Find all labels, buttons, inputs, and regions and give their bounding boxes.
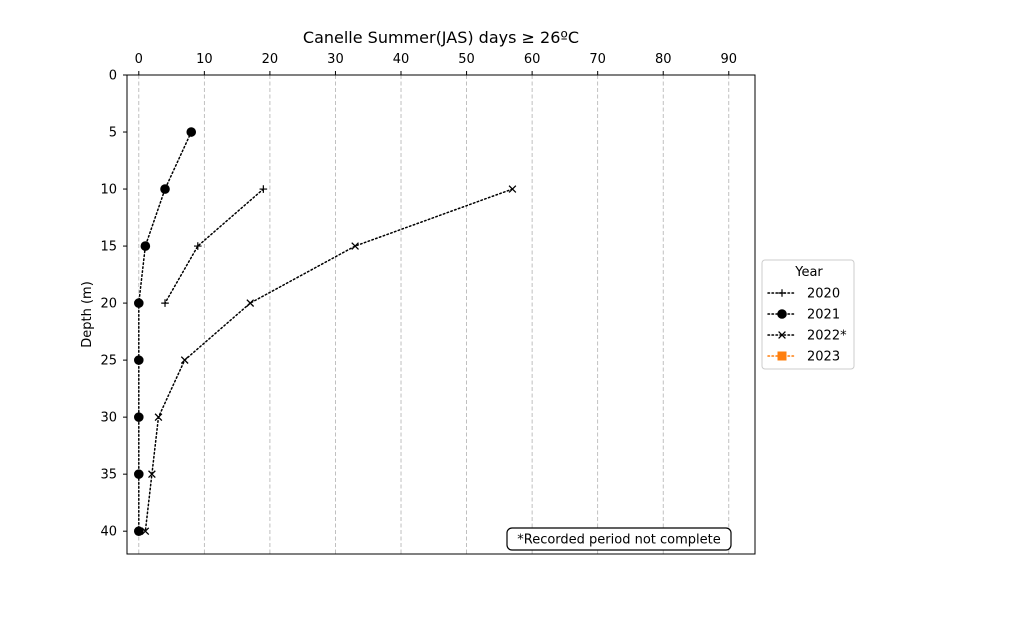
legend-label: 2020	[807, 287, 840, 302]
y-tick-label-20: 20	[100, 297, 117, 312]
y-tick-label-0: 0	[109, 69, 117, 84]
x-tick-label-30: 30	[327, 52, 344, 67]
data-point-2020-2	[161, 299, 169, 307]
chart-title: Canelle Summer(JAS) days ≥ 26ºC	[303, 28, 579, 47]
legend-marker	[778, 289, 786, 297]
data-point-2021-0	[186, 127, 197, 137]
legend-marker	[777, 309, 787, 319]
data-point-2022-6	[141, 527, 150, 536]
x-axis-ticks: 0 10 20 30 40 50 60 70 80 90	[135, 52, 737, 75]
data-point-2021-6	[133, 469, 144, 479]
data-point-2021-4	[133, 355, 144, 365]
data-point-2022-3	[180, 356, 189, 364]
data-point-2022-2	[246, 299, 255, 307]
y-axis-label: Depth (m)	[80, 281, 95, 348]
legend: Year 2020 2021 2022* 2023	[761, 259, 855, 370]
y-tick-label-15: 15	[100, 240, 117, 255]
series-line-2020	[164, 188, 265, 304]
legend-marker	[778, 331, 786, 339]
y-tick-label-30: 30	[100, 411, 117, 426]
x-tick-label-0: 0	[135, 52, 143, 67]
x-tick-label-50: 50	[458, 52, 475, 67]
data-point-2021-7	[133, 526, 144, 536]
series-line-2021	[138, 131, 192, 532]
y-tick-label-40: 40	[100, 525, 117, 540]
legend-entry-2020: 2020	[767, 287, 840, 302]
legend-frame	[761, 259, 855, 370]
legend-marker	[777, 351, 787, 361]
data-point-2022-4	[154, 413, 163, 422]
legend-label: 2021	[807, 308, 840, 323]
annotation-frame	[506, 527, 732, 551]
legend-entry-2021: 2021	[767, 308, 840, 323]
data-point-2020-0	[259, 185, 268, 193]
plot-area	[126, 74, 756, 555]
data-point-2020-1	[193, 242, 202, 250]
annotation-text: *Recorded period not complete	[517, 533, 721, 548]
y-tick-label-10: 10	[100, 183, 117, 198]
x-tick-label-70: 70	[589, 52, 606, 67]
series-2021	[133, 127, 197, 536]
data-point-2021-2	[140, 241, 151, 251]
y-axis-ticks: 0 5 10 15 20 25 30 35 40	[100, 69, 127, 540]
gridlines	[138, 75, 730, 554]
x-tick-label-40: 40	[393, 52, 410, 67]
legend-title: Year	[794, 265, 823, 280]
series-layer	[133, 127, 517, 536]
series-2020	[161, 185, 268, 307]
legend-entry-2023: 2023	[767, 350, 840, 365]
y-tick-label-5: 5	[109, 126, 117, 141]
x-tick-label-20: 20	[262, 52, 279, 67]
data-point-2022-5	[148, 470, 156, 479]
series-2022	[141, 185, 517, 536]
legend-entries: 2020 2021 2022* 2023	[767, 287, 847, 365]
legend-entry-2022: 2022*	[767, 329, 847, 344]
data-point-2021-5	[133, 412, 144, 422]
x-tick-label-80: 80	[655, 52, 672, 67]
data-point-2021-1	[160, 184, 170, 194]
data-point-2022-1	[351, 242, 359, 250]
legend-label: 2022*	[807, 329, 847, 344]
x-tick-label-90: 90	[721, 52, 738, 67]
x-tick-label-60: 60	[524, 52, 541, 67]
y-tick-label-25: 25	[100, 354, 117, 369]
data-point-2022-0	[508, 185, 517, 193]
legend-label: 2023	[807, 350, 840, 365]
x-tick-label-10: 10	[196, 52, 213, 67]
y-tick-label-35: 35	[100, 468, 117, 483]
annotation-box: *Recorded period not complete	[506, 527, 732, 551]
data-point-2021-3	[133, 298, 144, 308]
